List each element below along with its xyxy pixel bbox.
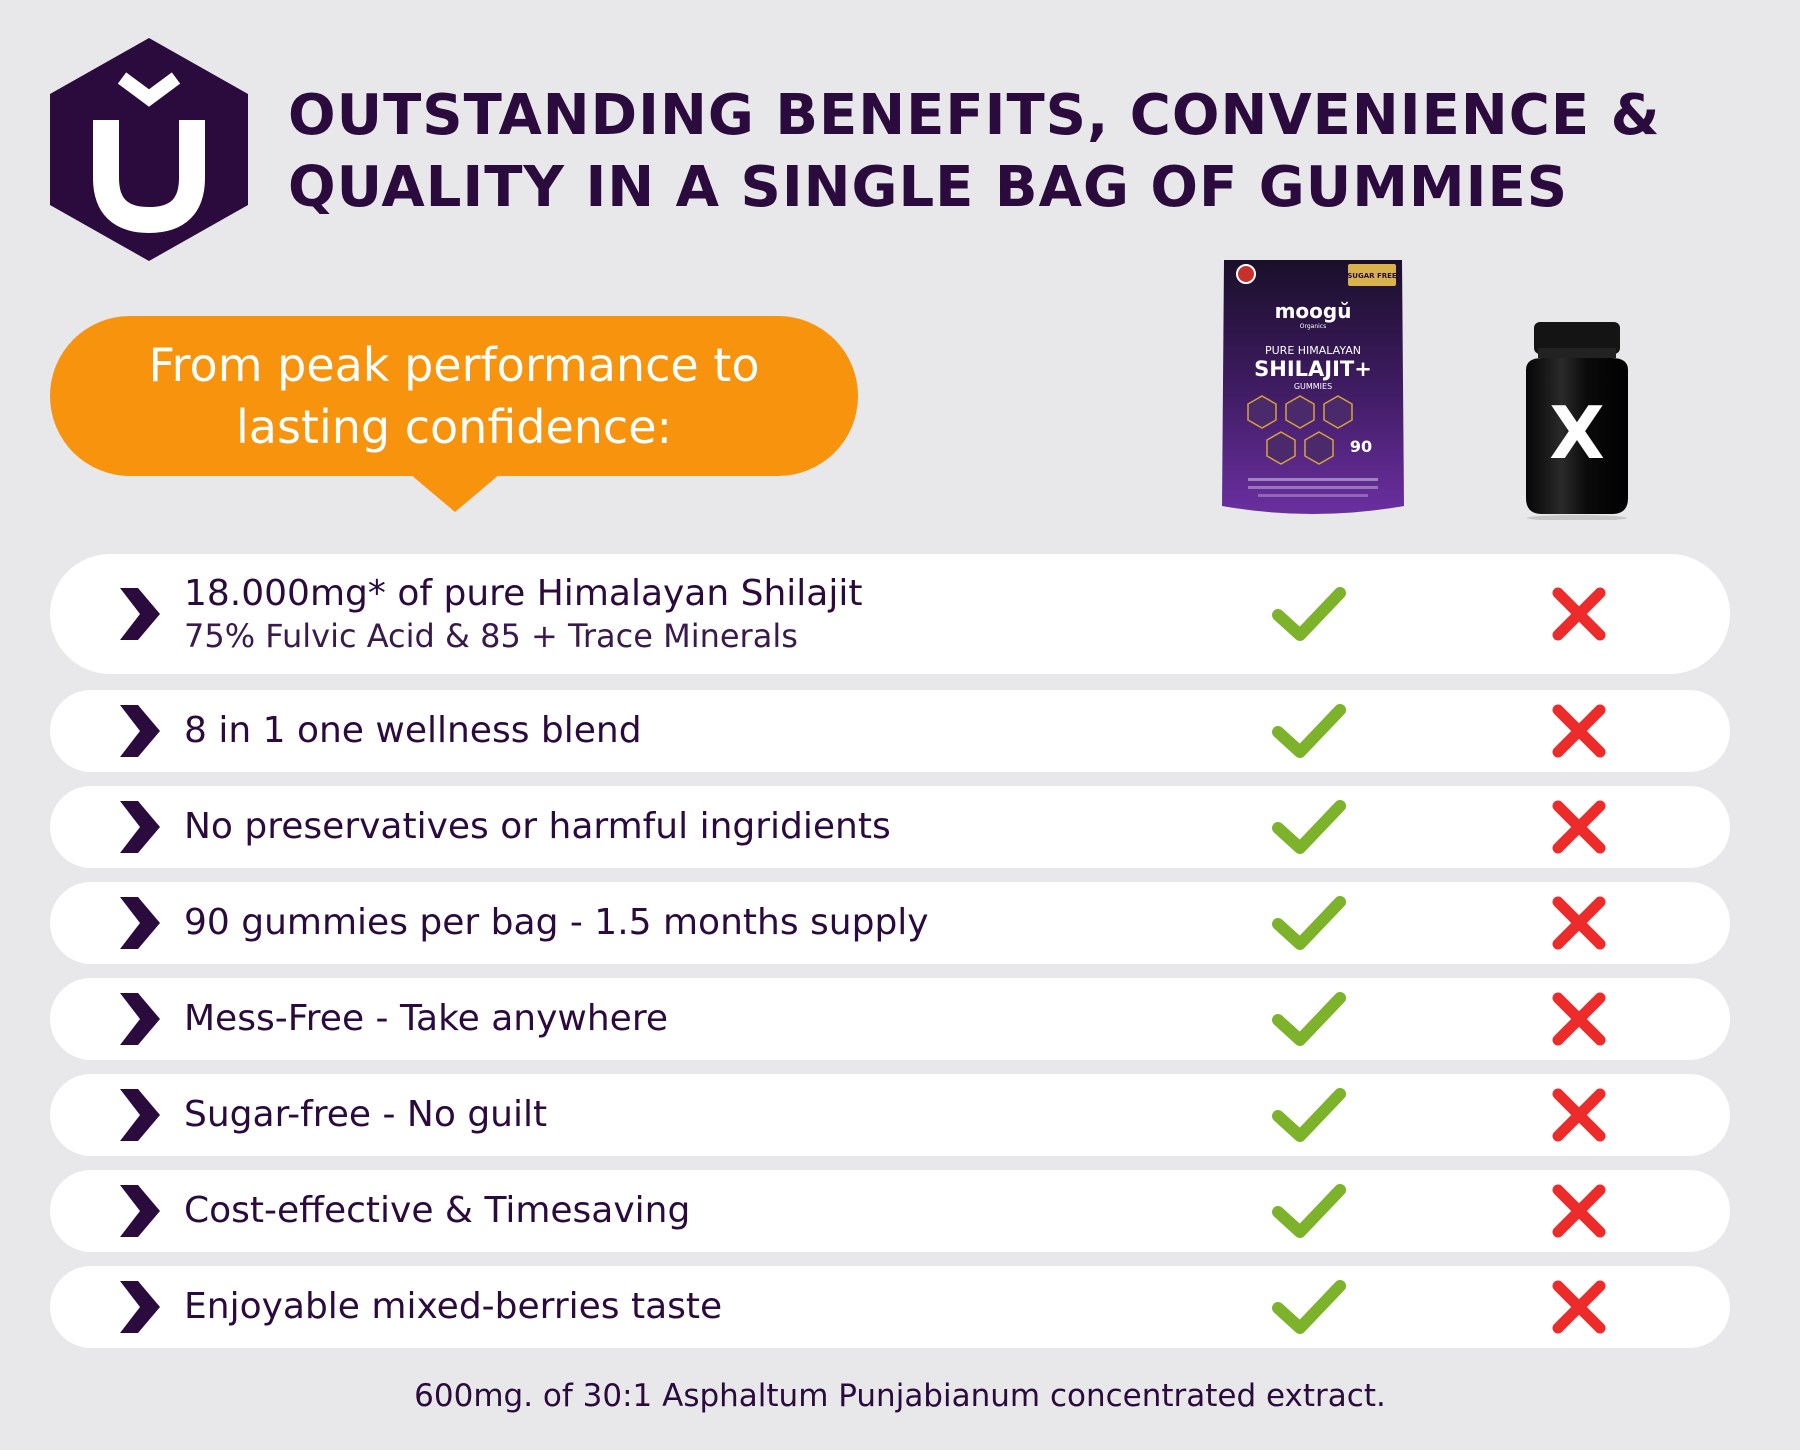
bag-line-3: GUMMIES: [1294, 382, 1332, 391]
product-bag-image: SUGAR FREE moogŭ Organics PURE HIMALAYAN…: [1222, 260, 1404, 514]
chevron-right-icon: [120, 705, 160, 757]
row-text: Enjoyable mixed-berries taste: [184, 1285, 722, 1329]
checkmark-icon: [1272, 992, 1346, 1046]
checkmark-icon: [1272, 896, 1346, 950]
table-row: Enjoyable mixed-berries taste: [50, 1266, 1730, 1348]
row-text: 90 gummies per bag - 1.5 months supply: [184, 901, 929, 945]
cross-icon: [1552, 800, 1606, 854]
row-title: Cost-effective & Timesaving: [184, 1190, 691, 1231]
row-text: 8 in 1 one wellness blend: [184, 709, 642, 753]
checkmark-icon: [1272, 587, 1346, 641]
table-row: Cost-effective & Timesaving: [50, 1170, 1730, 1252]
headline-line-2: QUALITY IN A SINGLE BAG OF GUMMIES: [288, 155, 1569, 220]
headline-line-1: OUTSTANDING BENEFITS, CONVENIENCE &: [288, 83, 1661, 148]
checkmark-icon: [1272, 800, 1346, 854]
row-title: Sugar-free - No guilt: [184, 1094, 548, 1135]
chevron-right-icon: [120, 801, 160, 853]
cross-icon: [1552, 992, 1606, 1046]
checkmark-icon: [1272, 1088, 1346, 1142]
bag-sugar-badge: SUGAR FREE: [1347, 272, 1397, 280]
row-title: 18.000mg* of pure Himalayan Shilajit: [184, 573, 863, 614]
chevron-right-icon: [120, 1185, 160, 1237]
row-text: No preservatives or harmful ingridients: [184, 805, 891, 849]
chevron-right-icon: [120, 1281, 160, 1333]
row-text: Sugar-free - No guilt: [184, 1093, 547, 1137]
row-title: 90 gummies per bag - 1.5 months supply: [184, 902, 929, 943]
table-row: 18.000mg* of pure Himalayan Shilajit 75% …: [50, 554, 1730, 674]
chevron-right-icon: [120, 588, 160, 640]
table-row: 8 in 1 one wellness blend: [50, 690, 1730, 772]
footnote: 600mg. of 30:1 Asphaltum Punjabianum con…: [414, 1378, 1386, 1414]
brand-logo: [50, 38, 248, 261]
cross-icon: [1552, 704, 1606, 758]
checkmark-icon: [1272, 1280, 1346, 1334]
table-row: Mess-Free - Take anywhere: [50, 978, 1730, 1060]
row-title: Enjoyable mixed-berries taste: [184, 1286, 723, 1327]
row-title: Mess-Free - Take anywhere: [184, 998, 668, 1039]
bubble-tail: [410, 474, 500, 512]
bag-brand-sub: Organics: [1300, 323, 1326, 330]
checkmark-icon: [1272, 704, 1346, 758]
bag-line-1: PURE HIMALAYAN: [1265, 344, 1361, 357]
bubble-text: From peak performance to lasting confide…: [148, 338, 760, 454]
bag-brand: moogŭ: [1275, 299, 1352, 323]
cross-icon: [1552, 1184, 1606, 1238]
cross-icon: [1552, 896, 1606, 950]
table-row: 90 gummies per bag - 1.5 months supply: [50, 882, 1730, 964]
cross-icon: [1552, 587, 1606, 641]
row-subtitle: 75% Fulvic Acid & 85 + Trace Minerals: [184, 617, 798, 655]
bag-line-2: SHILAJIT+: [1254, 357, 1372, 381]
table-row: No preservatives or harmful ingridients: [50, 786, 1730, 868]
cross-icon: [1552, 1088, 1606, 1142]
checkmark-icon: [1272, 1184, 1346, 1238]
competitor-mark: X: [1549, 391, 1605, 475]
chevron-right-icon: [120, 897, 160, 949]
bag-count: 90: [1350, 437, 1372, 456]
row-text: 18.000mg* of pure Himalayan Shilajit 75% …: [184, 572, 862, 656]
row-title: No preservatives or harmful ingridients: [184, 806, 891, 847]
chevron-right-icon: [120, 993, 160, 1045]
competitor-jar-image: X: [1526, 322, 1628, 520]
cross-icon: [1552, 1280, 1606, 1334]
row-text: Mess-Free - Take anywhere: [184, 997, 668, 1041]
row-title: 8 in 1 one wellness blend: [184, 710, 642, 751]
row-text: Cost-effective & Timesaving: [184, 1189, 690, 1233]
table-row: Sugar-free - No guilt: [50, 1074, 1730, 1156]
headline: OUTSTANDING BENEFITS, CONVENIENCE & QUAL…: [288, 80, 1748, 224]
chevron-right-icon: [120, 1089, 160, 1141]
speech-bubble: From peak performance to lasting confide…: [50, 316, 858, 476]
